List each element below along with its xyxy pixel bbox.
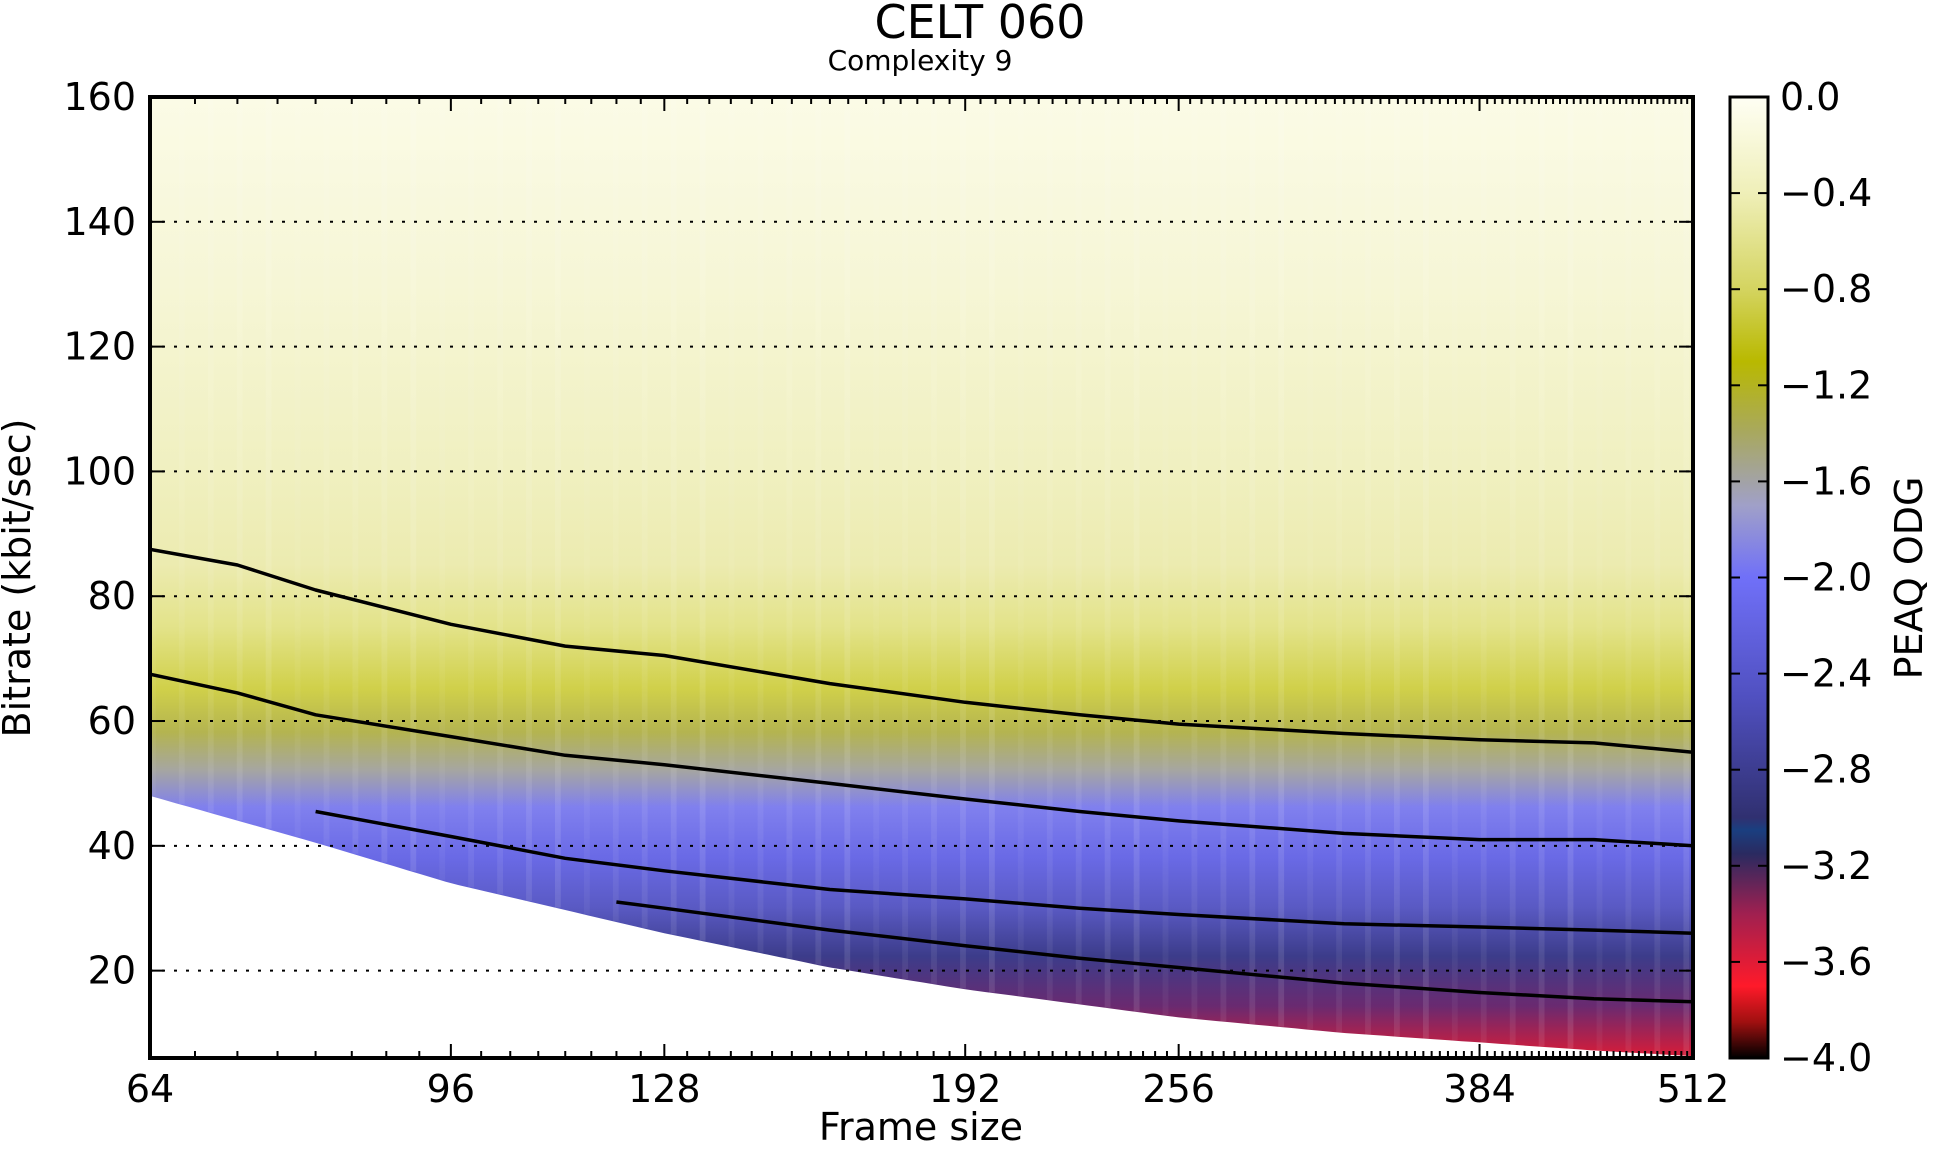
y-tick-label: 160	[63, 75, 136, 119]
plot-area	[150, 97, 1693, 1057]
colorbar-tick-label: −1.6	[1780, 459, 1872, 503]
x-tick-label: 512	[1657, 1067, 1730, 1111]
heatmap-stripe	[1683, 97, 1690, 1056]
colorbar-ticks: 0.0 −0.4 −0.8 −1.2 −1.6 −2.0 −2.4 −2.8 −3.2 −3.6 −…	[1730, 75, 1872, 1080]
heatmap-stripe	[641, 97, 648, 928]
heatmap-stripe	[526, 97, 532, 901]
heatmap-stripe	[410, 97, 417, 872]
y-tick-label: 100	[63, 449, 136, 493]
chart-title: CELT 060	[875, 0, 1086, 49]
colorbar-label: PEAQ ODG	[1887, 477, 1931, 680]
heatmap-stripe	[497, 97, 503, 895]
heatmap-stripe	[1567, 97, 1574, 1049]
colorbar-tick-label: −3.2	[1780, 844, 1872, 888]
y-axis-ticks: 20 40 60 80 100 120 140 160	[63, 75, 1693, 993]
heatmap-stripe	[352, 97, 359, 854]
heatmap-stripe	[670, 97, 677, 935]
x-tick-label: 384	[1443, 1067, 1516, 1111]
heatmap-stripe	[1075, 97, 1082, 1004]
chart-subtitle: Complexity 9	[828, 44, 1013, 77]
heatmap-stripe	[1133, 97, 1140, 1012]
x-tick-label: 128	[628, 1067, 701, 1111]
y-tick-label: 140	[63, 200, 136, 244]
heatmap-stripe	[555, 97, 561, 908]
heatmap-stripe	[1046, 97, 1053, 1001]
heatmap-stripe	[1625, 97, 1632, 1053]
contour-line	[315, 809, 1693, 935]
heatmap-stripe	[1538, 97, 1545, 1047]
heatmap-stripe	[1162, 97, 1169, 1016]
heatmap-stripe	[1654, 97, 1661, 1054]
heatmap-stripe	[294, 97, 301, 837]
grid-lines	[150, 220, 1693, 972]
heatmap-stripe	[873, 97, 880, 975]
heatmap-stripe	[1307, 97, 1314, 1030]
heatmap-stripe	[1423, 97, 1429, 1039]
x-axis-label: Frame size	[819, 1105, 1023, 1149]
y-tick-label: 60	[88, 699, 136, 743]
heatmap-stripe	[612, 97, 619, 922]
heatmap-stripe	[989, 97, 995, 993]
heatmap-stripe	[815, 97, 822, 965]
heatmap-stripe	[178, 97, 185, 805]
heatmap-stripe	[757, 97, 764, 953]
heatmap-stripe	[236, 97, 243, 821]
x-tick-label: 64	[126, 1067, 174, 1111]
heatmap-stripe	[584, 97, 590, 915]
x-axis-ticks: 64 96 128 192 256 384 512	[126, 97, 1729, 1111]
colorbar-tick-label: −0.8	[1780, 267, 1872, 311]
heatmap-stripe	[207, 97, 214, 813]
colorbar-tick-label: −3.6	[1780, 940, 1872, 984]
heatmap-stripe	[1480, 97, 1487, 1043]
colorbar-tick-label: −1.2	[1780, 363, 1872, 407]
heatmap-stripe	[150, 97, 156, 796]
y-tick-label: 120	[63, 325, 136, 369]
heatmap-stripe	[1451, 97, 1458, 1041]
heatmap-stripe	[699, 97, 706, 941]
heatmap-stripe	[1220, 97, 1227, 1022]
heatmap-stripe	[1278, 97, 1285, 1027]
colorbar-tick-label: −2.8	[1780, 748, 1872, 792]
heatmap-stripe	[323, 97, 330, 846]
heatmap-stripe	[1104, 97, 1111, 1008]
heatmap-stripe	[844, 97, 851, 970]
heatmap-stripe	[728, 97, 735, 947]
colorbar-tick-label: −2.0	[1780, 556, 1872, 600]
heatmap-stripe	[1191, 97, 1198, 1019]
heatmap-stripe	[1336, 97, 1342, 1033]
heatmap-stripe	[902, 97, 908, 980]
heatmap-stripe	[1365, 97, 1371, 1035]
heatmap-stripe	[1509, 97, 1516, 1045]
heatmap-stripe	[1017, 97, 1024, 997]
contour-line	[150, 547, 1693, 754]
heatmap-stripe	[468, 97, 474, 888]
plot-frame	[148, 95, 1695, 1060]
x-tick-label: 192	[929, 1067, 1002, 1111]
y-tick-label: 40	[88, 824, 136, 868]
colorbar-tick-label: 0.0	[1780, 75, 1840, 119]
heatmap-stripe	[1596, 97, 1603, 1051]
heatmap-region	[150, 97, 1693, 1057]
contour-lines	[150, 547, 1693, 1004]
heatmap-stripe	[931, 97, 937, 984]
heatmap-stripe	[381, 97, 388, 863]
heatmap-stripe	[960, 97, 966, 989]
contour-line	[150, 672, 1693, 848]
y-tick-label: 20	[88, 949, 136, 993]
heatmap-stripe	[1394, 97, 1400, 1037]
y-tick-label: 80	[88, 574, 136, 618]
x-tick-label: 256	[1142, 1067, 1215, 1111]
heatmap-stripe	[1249, 97, 1256, 1025]
contour-line	[616, 900, 1693, 1004]
y-axis-label: Bitrate (kbit/sec)	[0, 419, 39, 738]
colorbar-tick-label: −2.4	[1780, 652, 1872, 696]
colorbar-tick-label: −0.4	[1780, 171, 1872, 215]
heatmap-stripe	[786, 97, 793, 959]
heatmap-stripe	[265, 97, 272, 829]
heatmap-stripes	[150, 97, 1690, 1056]
colorbar-tick-label: −4.0	[1780, 1036, 1872, 1080]
x-tick-label: 96	[427, 1067, 475, 1111]
heatmap-stripe	[439, 97, 446, 880]
